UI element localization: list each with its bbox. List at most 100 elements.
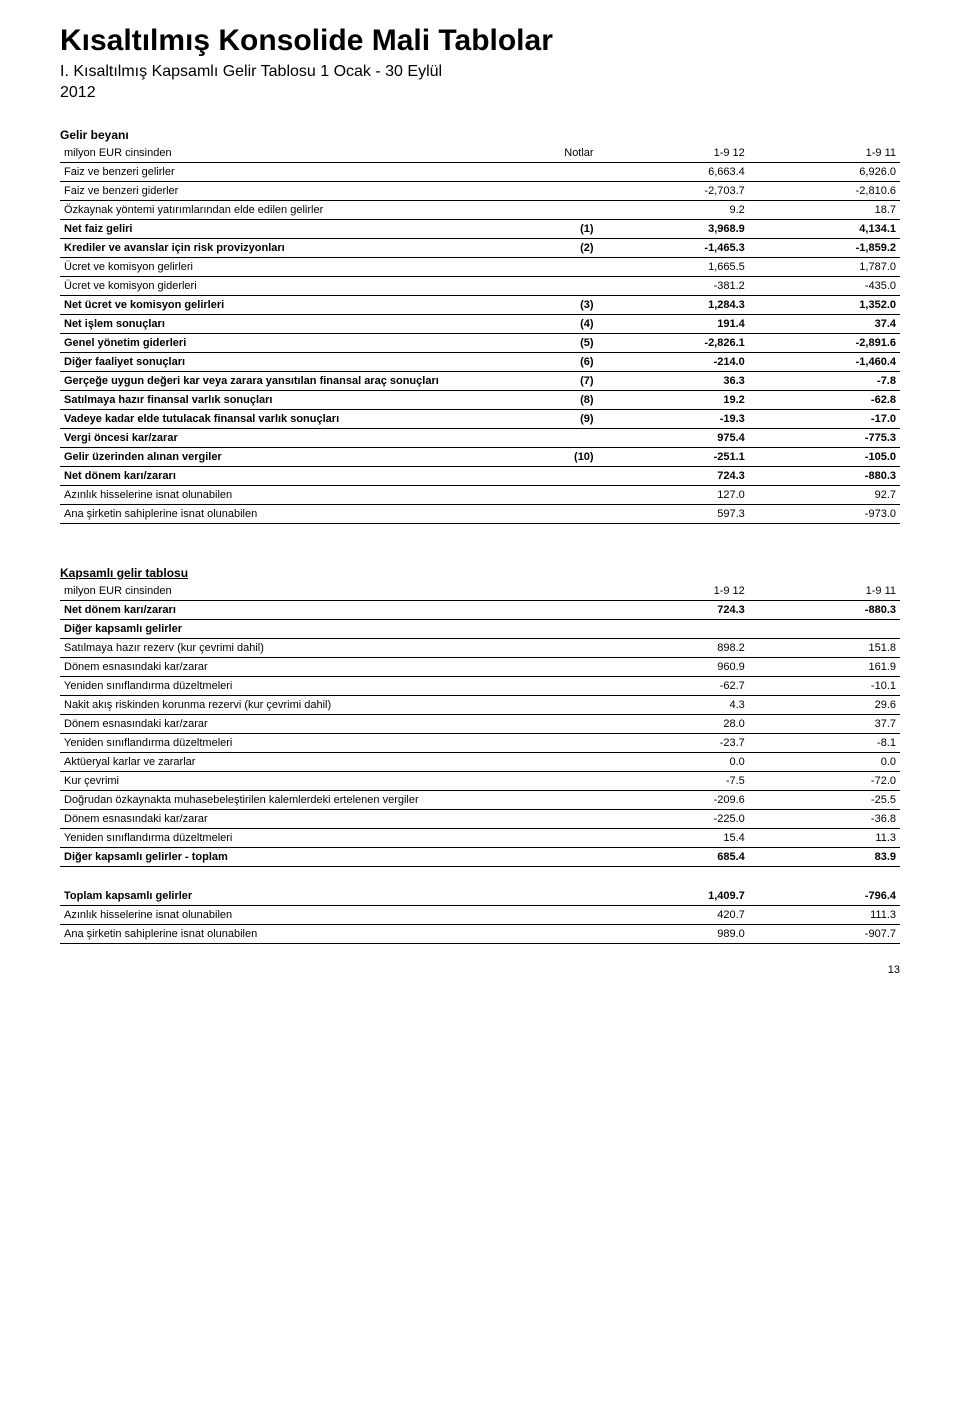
row-label: Ücret ve komisyon gelirleri <box>60 257 530 276</box>
table-row: Kur çevrimi-7.5-72.0 <box>60 771 900 790</box>
row-note: (6) <box>530 352 597 371</box>
table-row: Ana şirketin sahiplerine isnat olunabile… <box>60 504 900 523</box>
row-value-1: 191.4 <box>598 314 749 333</box>
table-row: Faiz ve benzeri giderler-2,703.7-2,810.6 <box>60 181 900 200</box>
table-row: Satılmaya hazır rezerv (kur çevrimi dahi… <box>60 638 900 657</box>
row-value-2: -17.0 <box>749 409 900 428</box>
row-label: Yeniden sınıflandırma düzeltmeleri <box>60 733 598 752</box>
row-value-2: 29.6 <box>749 695 900 714</box>
row-label: Azınlık hisselerine isnat olunabilen <box>60 905 598 924</box>
row-value-1: 19.2 <box>598 390 749 409</box>
row-note <box>530 181 597 200</box>
table-row: Diğer kapsamlı gelirler - toplam685.483.… <box>60 847 900 866</box>
table-row: Dönem esnasındaki kar/zarar28.037.7 <box>60 714 900 733</box>
row-label: Net faiz geliri <box>60 219 530 238</box>
row-label: Dönem esnasındaki kar/zarar <box>60 809 598 828</box>
row-note: (7) <box>530 371 597 390</box>
row-value-2: 11.3 <box>749 828 900 847</box>
page-number: 13 <box>888 964 900 976</box>
row-value-1: 0.0 <box>598 752 749 771</box>
row-label: Kur çevrimi <box>60 771 598 790</box>
row-value-1: 1,284.3 <box>598 295 749 314</box>
row-value-1: 15.4 <box>598 828 749 847</box>
row-value-2: -2,891.6 <box>749 333 900 352</box>
subtitle-line1: I. Kısaltılmış Kapsamlı Gelir Tablosu 1 … <box>60 63 442 80</box>
table-row: Özkaynak yöntemi yatırımlarından elde ed… <box>60 200 900 219</box>
row-value-1: 898.2 <box>598 638 749 657</box>
row-value-1: -2,826.1 <box>598 333 749 352</box>
row-note <box>530 504 597 523</box>
table-row: Vadeye kadar elde tutulacak finansal var… <box>60 409 900 428</box>
row-value-2: 1,787.0 <box>749 257 900 276</box>
table-row: Aktüeryal karlar ve zararlar0.00.0 <box>60 752 900 771</box>
row-value-1: -7.5 <box>598 771 749 790</box>
row-label: Ücret ve komisyon giderleri <box>60 276 530 295</box>
row-value-1: 9.2 <box>598 200 749 219</box>
row-note <box>530 485 597 504</box>
row-label: Diğer kapsamlı gelirler <box>60 619 598 638</box>
row-label: Aktüeryal karlar ve zararlar <box>60 752 598 771</box>
row-note: (10) <box>530 447 597 466</box>
row-value-1: -62.7 <box>598 676 749 695</box>
table-row: Ücret ve komisyon gelirleri 1,665.51,787.… <box>60 257 900 276</box>
row-label: Nakit akış riskinden korunma rezervi (ku… <box>60 695 598 714</box>
table-row: Faiz ve benzeri gelirler6,663.46,926.0 <box>60 162 900 181</box>
row-value-2: 161.9 <box>749 657 900 676</box>
row-label: Net dönem karı/zararı <box>60 466 530 485</box>
row-value-1: -225.0 <box>598 809 749 828</box>
table-row: Doğrudan özkaynakta muhasebeleştirilen k… <box>60 790 900 809</box>
row-note <box>530 200 597 219</box>
row-label: Yeniden sınıflandırma düzeltmeleri <box>60 828 598 847</box>
row-value-2: -7.8 <box>749 371 900 390</box>
row-label: Satılmaya hazır finansal varlık sonuçlar… <box>60 390 530 409</box>
row-label: Toplam kapsamlı gelirler <box>60 887 598 906</box>
table-row: Ana şirketin sahiplerine isnat olunabile… <box>60 924 900 943</box>
row-value-1: -209.6 <box>598 790 749 809</box>
row-value-2: -880.3 <box>749 466 900 485</box>
row-value-1: 989.0 <box>598 924 749 943</box>
row-value-2: 151.8 <box>749 638 900 657</box>
row-value-1: 1,665.5 <box>598 257 749 276</box>
row-note <box>530 162 597 181</box>
table-row: Yeniden sınıflandırma düzeltmeleri-23.7-… <box>60 733 900 752</box>
row-value-2: -72.0 <box>749 771 900 790</box>
row-label: Net işlem sonuçları <box>60 314 530 333</box>
table-row: Azınlık hisselerine isnat olunabilen420.… <box>60 905 900 924</box>
row-label: Ana şirketin sahiplerine isnat olunabile… <box>60 504 530 523</box>
table-row: Dönem esnasındaki kar/zarar960.9161.9 <box>60 657 900 676</box>
table-row: Net dönem karı/zararı724.3-880.3 <box>60 600 900 619</box>
row-value-1: 597.3 <box>598 504 749 523</box>
income-header-unit: milyon EUR cinsinden <box>60 144 530 163</box>
row-value-1: 6,663.4 <box>598 162 749 181</box>
row-note: (4) <box>530 314 597 333</box>
table-row: Vergi öncesi kar/zarar975.4-775.3 <box>60 428 900 447</box>
subtitle-line2: 2012 <box>60 84 96 101</box>
comprehensive-header-c2: 1-9 11 <box>749 582 900 601</box>
row-value-2 <box>749 619 900 638</box>
table-row: Net dönem karı/zararı724.3-880.3 <box>60 466 900 485</box>
income-section-label: Gelir beyanı <box>60 128 900 142</box>
row-value-2: -8.1 <box>749 733 900 752</box>
row-value-2: -435.0 <box>749 276 900 295</box>
comprehensive-header-unit: milyon EUR cinsinden <box>60 582 598 601</box>
row-value-1: 1,409.7 <box>598 887 749 906</box>
table-row: Toplam kapsamlı gelirler1,409.7-796.4 <box>60 887 900 906</box>
comprehensive-section-label: Kapsamlı gelir tablosu <box>60 566 900 580</box>
row-note: (5) <box>530 333 597 352</box>
table-row: Net ücret ve komisyon gelirleri(3)1,284.… <box>60 295 900 314</box>
row-note: (1) <box>530 219 597 238</box>
row-label: Özkaynak yöntemi yatırımlarından elde ed… <box>60 200 530 219</box>
row-value-1: 975.4 <box>598 428 749 447</box>
row-note: (3) <box>530 295 597 314</box>
row-value-1: 724.3 <box>598 600 749 619</box>
table-row: Krediler ve avanslar için risk provizyon… <box>60 238 900 257</box>
row-label: Ana şirketin sahiplerine isnat olunabile… <box>60 924 598 943</box>
row-value-2: 92.7 <box>749 485 900 504</box>
row-value-1: 127.0 <box>598 485 749 504</box>
row-label: Vadeye kadar elde tutulacak finansal var… <box>60 409 530 428</box>
row-value-2: 37.4 <box>749 314 900 333</box>
row-label: Azınlık hisselerine isnat olunabilen <box>60 485 530 504</box>
row-label: Dönem esnasındaki kar/zarar <box>60 657 598 676</box>
row-value-2: -796.4 <box>749 887 900 906</box>
row-label: Yeniden sınıflandırma düzeltmeleri <box>60 676 598 695</box>
